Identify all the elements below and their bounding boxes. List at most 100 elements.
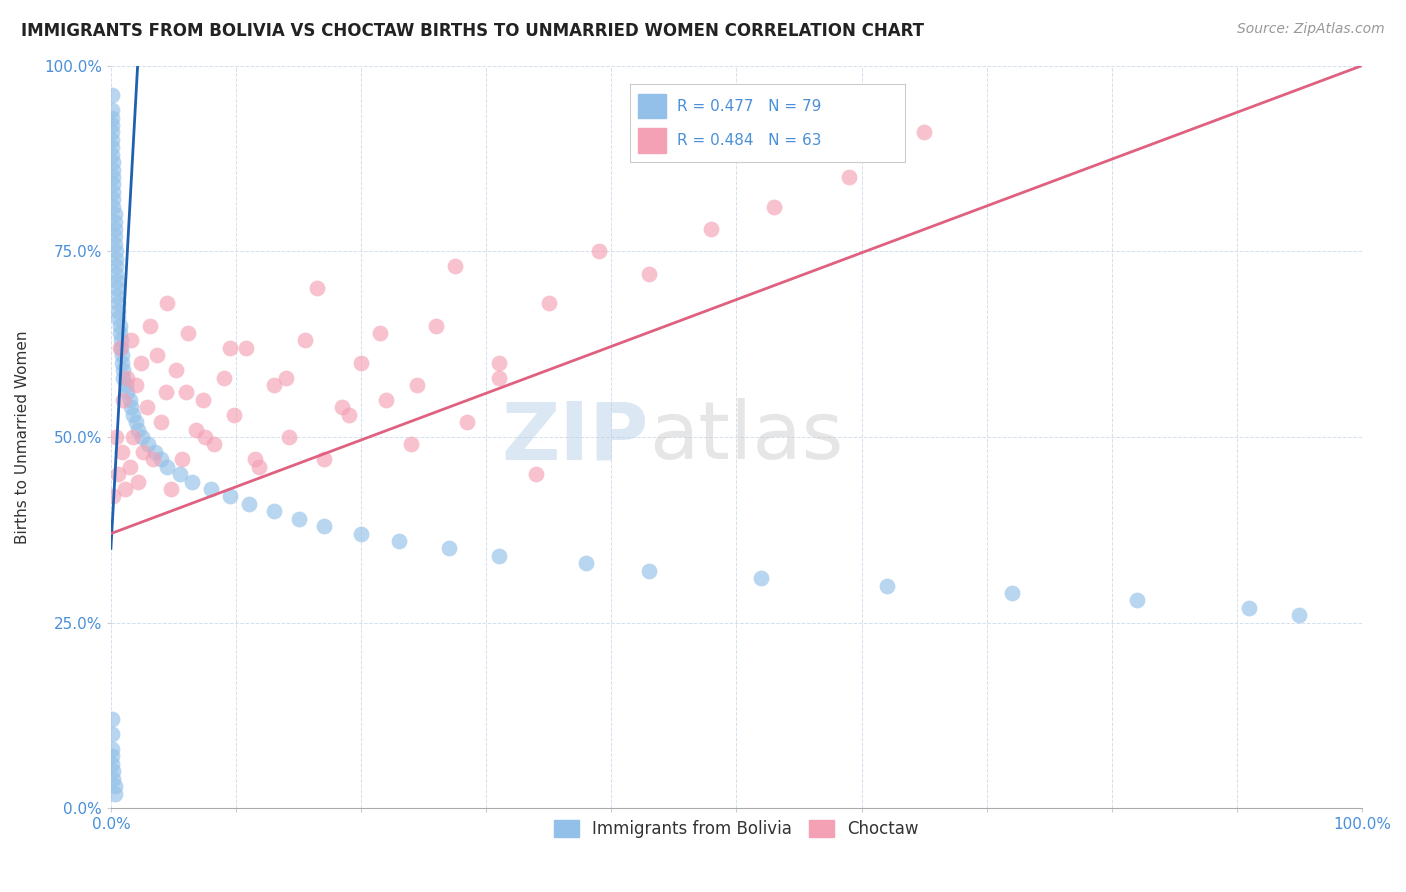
Point — [149, 415, 172, 429]
Point — [112, 392, 135, 407]
Point — [104, 222, 127, 236]
Point — [456, 415, 478, 429]
Point — [172, 452, 194, 467]
Point — [142, 452, 165, 467]
Point — [312, 452, 335, 467]
Point — [101, 125, 124, 139]
Point — [101, 88, 124, 103]
Point — [488, 370, 510, 384]
Point — [136, 401, 159, 415]
Point — [238, 497, 260, 511]
Point — [120, 334, 142, 348]
Point — [105, 289, 128, 303]
Point — [312, 519, 335, 533]
Point — [399, 437, 422, 451]
Point — [294, 334, 316, 348]
Point — [437, 541, 460, 556]
Point — [107, 311, 129, 326]
Point — [388, 534, 411, 549]
Point — [125, 415, 148, 429]
Point — [155, 385, 177, 400]
Point — [111, 356, 134, 370]
Point — [146, 348, 169, 362]
Point — [143, 445, 166, 459]
Point — [108, 341, 131, 355]
Point — [125, 378, 148, 392]
Point — [375, 392, 398, 407]
Point — [110, 334, 132, 348]
Point — [838, 169, 860, 184]
Point — [103, 169, 125, 184]
Point — [101, 712, 124, 726]
Point — [101, 103, 124, 118]
Point — [149, 452, 172, 467]
Point — [332, 401, 354, 415]
Text: IMMIGRANTS FROM BOLIVIA VS CHOCTAW BIRTHS TO UNMARRIED WOMEN CORRELATION CHART: IMMIGRANTS FROM BOLIVIA VS CHOCTAW BIRTH… — [21, 22, 924, 40]
Point — [111, 445, 134, 459]
Point — [104, 779, 127, 793]
Point — [104, 430, 127, 444]
Point — [103, 192, 125, 206]
Point — [138, 437, 160, 451]
Point — [101, 147, 124, 161]
Point — [115, 370, 138, 384]
Point — [212, 370, 235, 384]
Point — [177, 326, 200, 340]
Point — [101, 742, 124, 756]
Point — [101, 756, 124, 771]
Point — [132, 445, 155, 459]
Point — [104, 259, 127, 273]
Text: atlas: atlas — [650, 398, 844, 476]
Point — [115, 378, 138, 392]
Point — [101, 749, 124, 764]
Point — [575, 557, 598, 571]
Point — [337, 408, 360, 422]
Point — [350, 526, 373, 541]
Point — [762, 200, 785, 214]
Point — [274, 370, 297, 384]
Point — [1288, 608, 1310, 623]
Point — [104, 214, 127, 228]
Point — [101, 118, 124, 132]
Point — [105, 274, 128, 288]
Point — [638, 564, 661, 578]
Point — [368, 326, 391, 340]
Point — [524, 467, 547, 482]
Point — [112, 370, 135, 384]
Point — [103, 155, 125, 169]
Point — [101, 727, 124, 741]
Point — [488, 356, 510, 370]
Point — [107, 296, 129, 310]
Point — [222, 408, 245, 422]
Point — [912, 125, 935, 139]
Point — [110, 341, 132, 355]
Point — [425, 318, 447, 333]
Point — [1001, 586, 1024, 600]
Point — [202, 437, 225, 451]
Point — [101, 133, 124, 147]
Point — [107, 303, 129, 318]
Point — [200, 482, 222, 496]
Point — [111, 348, 134, 362]
Point — [103, 185, 125, 199]
Point — [104, 244, 127, 259]
Point — [165, 363, 187, 377]
Point — [101, 140, 124, 154]
Point — [122, 430, 145, 444]
Point — [277, 430, 299, 444]
Point — [287, 512, 309, 526]
Point — [108, 326, 131, 340]
Point — [751, 571, 773, 585]
Point — [118, 459, 141, 474]
Point — [104, 229, 127, 244]
Point — [103, 772, 125, 786]
Point — [307, 281, 329, 295]
Point — [127, 423, 149, 437]
Point — [104, 787, 127, 801]
Point — [235, 341, 257, 355]
Point — [129, 356, 152, 370]
Point — [243, 452, 266, 467]
Point — [103, 764, 125, 779]
Point — [1239, 600, 1261, 615]
Point — [193, 392, 215, 407]
